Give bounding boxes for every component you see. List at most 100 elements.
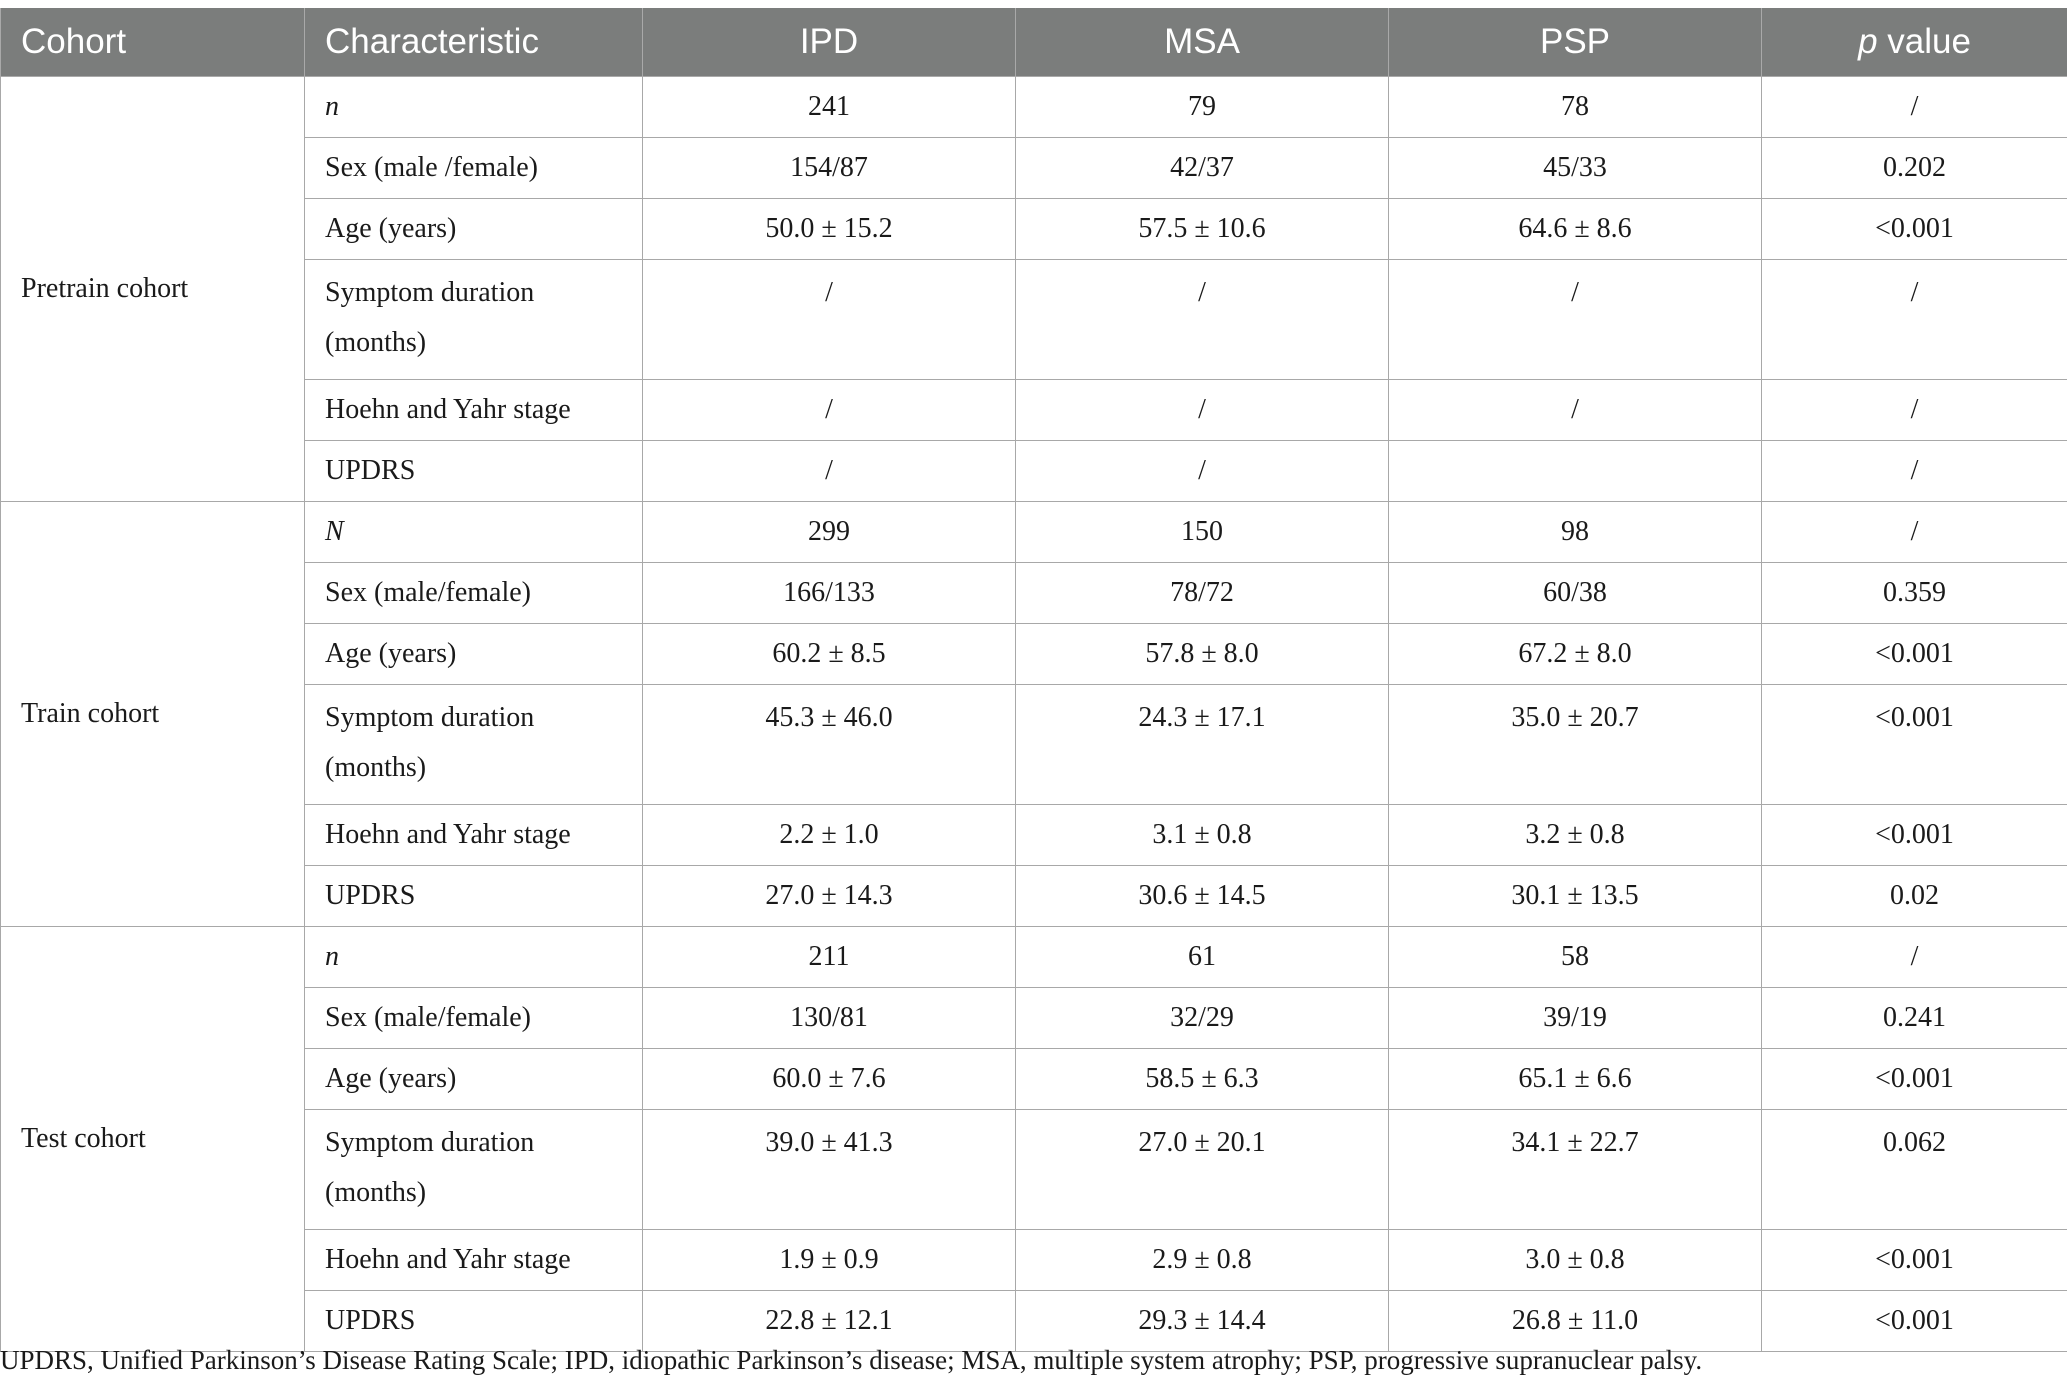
characteristic-cell: UPDRS — [304, 1290, 643, 1352]
table-row: UPDRS 27.0 ± 14.3 30.6 ± 14.5 30.1 ± 13.5 0.… — [1, 865, 2067, 927]
ipd-cell: 166/133 — [642, 562, 1016, 624]
header-characteristic: Characteristic — [304, 8, 643, 77]
msa-cell: / — [1015, 440, 1389, 502]
table-body: Pretrain cohort n 241 79 78/Sex (male /femal… — [0, 76, 2067, 1352]
ipd-cell: / — [642, 379, 1016, 441]
ipd-cell: 130/81 — [642, 987, 1016, 1049]
characteristic-cell: n — [304, 76, 643, 138]
characteristic-cell: Sex (male/female) — [304, 987, 643, 1049]
psp-cell: / — [1388, 259, 1762, 380]
psp-cell: 60/38 — [1388, 562, 1762, 624]
header-p-value: p value — [1761, 8, 2067, 77]
psp-cell: 65.1 ± 6.6 — [1388, 1048, 1762, 1110]
p-value-cell: <0.001 — [1761, 198, 2067, 260]
characteristic-cell: Hoehn and Yahr stage — [304, 1229, 643, 1291]
msa-cell: 32/29 — [1015, 987, 1389, 1049]
p-value-cell: / — [1761, 501, 2067, 563]
ipd-cell: 299 — [642, 501, 1016, 563]
msa-cell: 27.0 ± 20.1 — [1015, 1109, 1389, 1230]
msa-cell: 57.5 ± 10.6 — [1015, 198, 1389, 260]
p-value-cell: 0.202 — [1761, 137, 2067, 199]
p-value-cell: <0.001 — [1761, 1290, 2067, 1352]
table-row: Hoehn and Yahr stage 2.2 ± 1.0 3.1 ± 0.8 3.… — [1, 804, 2067, 866]
header-p-italic: p — [1858, 22, 1878, 61]
psp-cell: / — [1388, 379, 1762, 441]
p-value-cell: / — [1761, 76, 2067, 138]
table-row: Sex (male/female) 166/133 78/72 60/38 0.359 — [1, 562, 2067, 624]
header-row: Cohort Characteristic IPD MSA PSP p valu… — [0, 8, 2067, 77]
ipd-cell: / — [642, 440, 1016, 502]
p-value-cell: 0.062 — [1761, 1109, 2067, 1230]
characteristic-cell: Symptom duration (months) — [304, 1109, 643, 1230]
msa-cell: 58.5 ± 6.3 — [1015, 1048, 1389, 1110]
msa-cell: 42/37 — [1015, 137, 1389, 199]
characteristic-cell: UPDRS — [304, 440, 643, 502]
msa-cell: / — [1015, 379, 1389, 441]
characteristic-cell: Symptom duration (months) — [304, 259, 643, 380]
p-value-cell: / — [1761, 259, 2067, 380]
table-row: Age (years) 60.2 ± 8.5 57.8 ± 8.0 67.2 ± 8.… — [1, 623, 2067, 685]
characteristic-cell: Age (years) — [304, 198, 643, 260]
p-value-cell: <0.001 — [1761, 1229, 2067, 1291]
ipd-cell: 2.2 ± 1.0 — [642, 804, 1016, 866]
psp-cell: 3.0 ± 0.8 — [1388, 1229, 1762, 1291]
table-footnote: UPDRS, Unified Parkinson’s Disease Ratin… — [0, 1345, 1703, 1375]
psp-cell: 58 — [1388, 926, 1762, 988]
table-row: Symptom duration (months) / / / / — [1, 259, 2067, 380]
characteristic-cell: Age (years) — [304, 623, 643, 685]
table-row: Age (years) 50.0 ± 15.2 57.5 ± 10.6 64.6 ± … — [1, 198, 2067, 260]
header-msa: MSA — [1015, 8, 1389, 77]
cohort-label: Test cohort — [0, 926, 305, 1352]
msa-cell: 78/72 — [1015, 562, 1389, 624]
characteristic-cell: Symptom duration (months) — [304, 684, 643, 805]
characteristic-cell: Sex (male/female) — [304, 562, 643, 624]
psp-cell: 26.8 ± 11.0 — [1388, 1290, 1762, 1352]
table-row: Hoehn and Yahr stage / / / / — [1, 379, 2067, 441]
characteristics-table: Cohort Characteristic IPD MSA PSP p valu… — [0, 8, 2067, 1352]
psp-cell: 78 — [1388, 76, 1762, 138]
ipd-cell: 39.0 ± 41.3 — [642, 1109, 1016, 1230]
table-row: UPDRS / / / — [1, 440, 2067, 502]
cohort-label: Train cohort — [0, 501, 305, 927]
ipd-cell: 50.0 ± 15.2 — [642, 198, 1016, 260]
table-container: Cohort Characteristic IPD MSA PSP p valu… — [0, 8, 2067, 1352]
psp-cell: 67.2 ± 8.0 — [1388, 623, 1762, 685]
ipd-cell: 60.0 ± 7.6 — [642, 1048, 1016, 1110]
psp-cell: 98 — [1388, 501, 1762, 563]
ipd-cell: 22.8 ± 12.1 — [642, 1290, 1016, 1352]
p-value-cell: <0.001 — [1761, 623, 2067, 685]
psp-cell: 30.1 ± 13.5 — [1388, 865, 1762, 927]
table-row: UPDRS 22.8 ± 12.1 29.3 ± 14.4 26.8 ± 11.0 <0… — [1, 1290, 2067, 1352]
p-value-cell: <0.001 — [1761, 1048, 2067, 1110]
psp-cell: 64.6 ± 8.6 — [1388, 198, 1762, 260]
psp-cell: 35.0 ± 20.7 — [1388, 684, 1762, 805]
characteristic-cell: Sex (male /female) — [304, 137, 643, 199]
p-value-cell: 0.359 — [1761, 562, 2067, 624]
ipd-cell: 154/87 — [642, 137, 1016, 199]
ipd-cell: 241 — [642, 76, 1016, 138]
p-value-cell: <0.001 — [1761, 804, 2067, 866]
msa-cell: 3.1 ± 0.8 — [1015, 804, 1389, 866]
ipd-cell: 1.9 ± 0.9 — [642, 1229, 1016, 1291]
psp-cell: 39/19 — [1388, 987, 1762, 1049]
psp-cell — [1388, 440, 1762, 502]
msa-cell: 79 — [1015, 76, 1389, 138]
msa-cell: 61 — [1015, 926, 1389, 988]
msa-cell: 24.3 ± 17.1 — [1015, 684, 1389, 805]
msa-cell: 29.3 ± 14.4 — [1015, 1290, 1389, 1352]
characteristic-cell: N — [304, 501, 643, 563]
table-row: Symptom duration (months) 45.3 ± 46.0 24.3… — [1, 684, 2067, 805]
cohort-label: Pretrain cohort — [0, 76, 305, 502]
ipd-cell: 211 — [642, 926, 1016, 988]
characteristic-cell: Hoehn and Yahr stage — [304, 379, 643, 441]
table-row: Pretrain cohort n 241 79 78/ — [0, 76, 2067, 502]
ipd-cell: 27.0 ± 14.3 — [642, 865, 1016, 927]
msa-cell: 150 — [1015, 501, 1389, 563]
p-value-cell: / — [1761, 440, 2067, 502]
header-cohort: Cohort — [0, 8, 305, 77]
table-row: Age (years) 60.0 ± 7.6 58.5 ± 6.3 65.1 ± 6.… — [1, 1048, 2067, 1110]
characteristic-cell: Age (years) — [304, 1048, 643, 1110]
header-p-rest: value — [1877, 22, 1971, 61]
msa-cell: 30.6 ± 14.5 — [1015, 865, 1389, 927]
table-row: Test cohort n 211 61 58/ — [0, 926, 2067, 1352]
